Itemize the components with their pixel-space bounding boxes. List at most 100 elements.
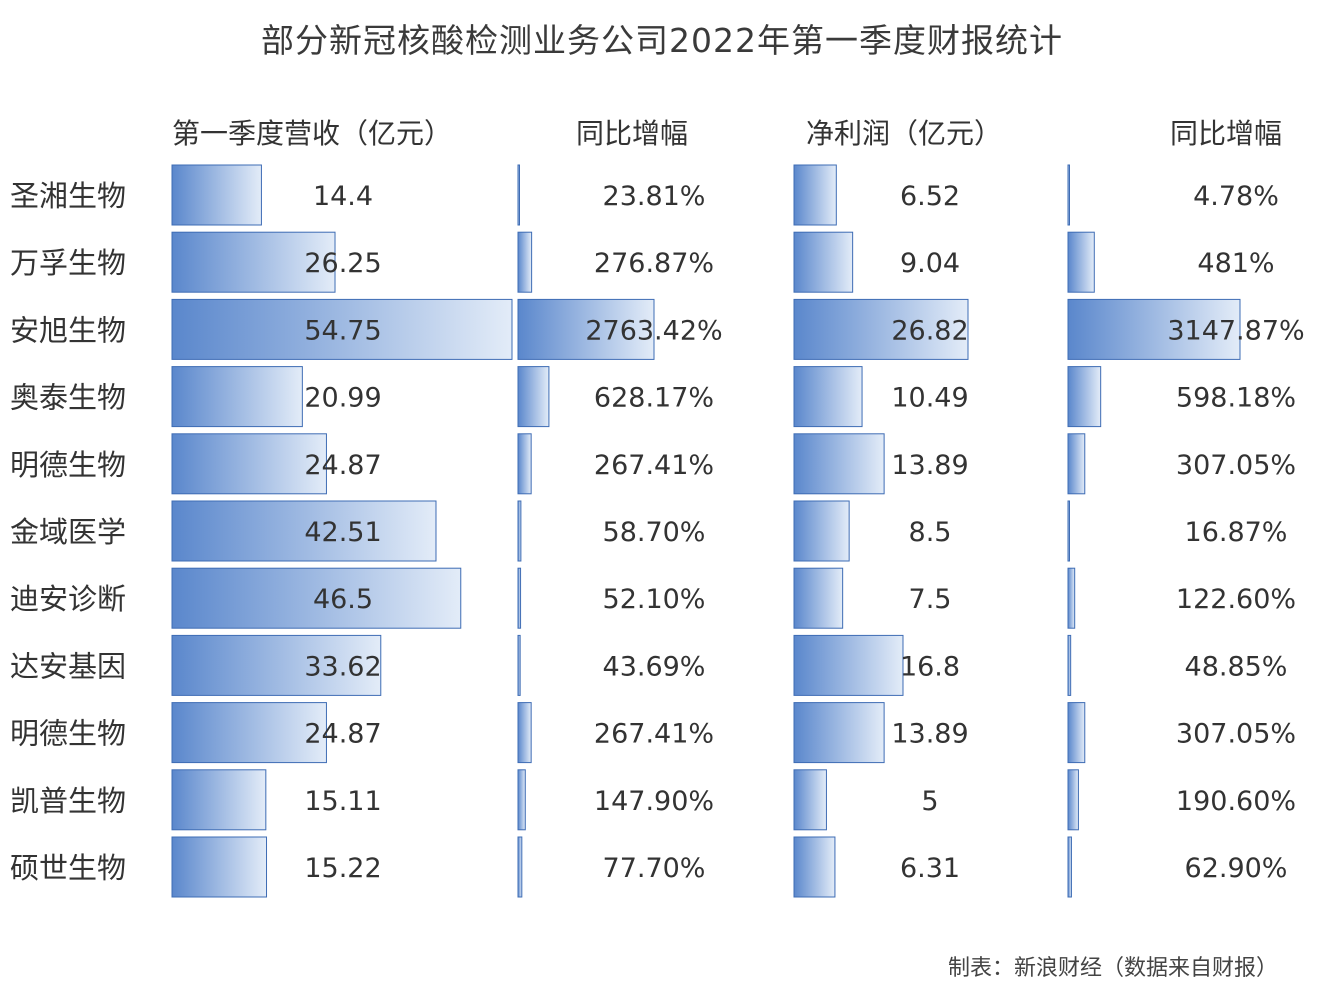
category-label: 迪安诊断 (10, 582, 126, 616)
bar-revenue (171, 433, 327, 495)
data-label-revenue: 20.99 (304, 383, 381, 414)
column-header-profit-growth: 同比增幅 (1170, 117, 1283, 150)
column-header-revenue: 第一季度营收（亿元） (172, 117, 453, 150)
bar-net-profit (793, 702, 885, 764)
bar-net-profit (793, 231, 854, 293)
data-label-profit-growth: 481% (1197, 248, 1274, 279)
data-label-profit-growth: 598.18% (1176, 383, 1296, 414)
data-label-revenue: 42.51 (304, 517, 381, 548)
data-label-revenue: 26.25 (304, 248, 381, 279)
category-label: 明德生物 (10, 448, 126, 482)
bar-revenue-growth (517, 366, 550, 428)
category-label: 明德生物 (10, 717, 126, 751)
bar-revenue (171, 231, 336, 293)
category-label: 奥泰生物 (10, 381, 126, 415)
bar-profit-growth (1067, 231, 1095, 293)
data-label-profit-growth: 3147.87% (1167, 315, 1304, 346)
bar-net-profit (793, 500, 850, 562)
bar-revenue (171, 500, 437, 562)
bar-net-profit (793, 164, 837, 226)
bar-net-profit (793, 433, 885, 495)
bar-revenue-growth (517, 634, 521, 696)
bar-revenue (171, 836, 268, 898)
data-label-revenue-growth: 267.41% (594, 450, 714, 481)
data-label-net-profit: 16.8 (900, 651, 960, 682)
data-label-revenue: 33.62 (304, 651, 381, 682)
bar-net-profit (793, 567, 844, 629)
data-label-revenue: 24.87 (304, 719, 381, 750)
category-label: 安旭生物 (10, 313, 126, 347)
bar-revenue-growth (517, 433, 532, 495)
data-label-net-profit: 6.31 (900, 853, 960, 884)
bar-revenue-growth (517, 231, 533, 293)
category-label: 达安基因 (10, 649, 126, 683)
data-label-net-profit: 9.04 (900, 248, 960, 279)
data-label-profit-growth: 62.90% (1185, 853, 1288, 884)
bar-net-profit (793, 634, 904, 696)
category-label: 圣湘生物 (10, 179, 126, 213)
data-label-revenue-growth: 43.69% (603, 651, 706, 682)
data-label-revenue-growth: 147.90% (594, 786, 714, 817)
chart-title: 部分新冠核酸检测业务公司2022年第一季度财报统计 (261, 21, 1063, 60)
category-label: 硕世生物 (10, 851, 126, 885)
bar-revenue-growth (517, 567, 522, 629)
data-label-revenue-growth: 267.41% (594, 719, 714, 750)
data-label-revenue: 24.87 (304, 450, 381, 481)
bar-revenue-growth (517, 836, 523, 898)
data-label-profit-growth: 4.78% (1193, 181, 1279, 212)
data-label-revenue-growth: 628.17% (594, 383, 714, 414)
bar-revenue (171, 164, 262, 226)
bar-profit-growth (1067, 366, 1102, 428)
data-label-revenue-growth: 77.70% (603, 853, 706, 884)
data-label-revenue: 54.75 (304, 315, 381, 346)
data-label-net-profit: 10.49 (891, 383, 968, 414)
data-label-profit-growth: 16.87% (1185, 517, 1288, 548)
bar-net-profit (793, 298, 969, 360)
bar-revenue-growth (517, 769, 526, 831)
data-label-revenue-growth: 276.87% (594, 248, 714, 279)
data-label-revenue-growth: 58.70% (603, 517, 706, 548)
bar-revenue (171, 567, 462, 629)
data-label-net-profit: 7.5 (909, 584, 952, 615)
data-label-revenue: 14.4 (313, 181, 373, 212)
bar-profit-growth (1067, 634, 1072, 696)
column-header-revenue-growth: 同比增幅 (576, 117, 689, 150)
data-label-net-profit: 13.89 (891, 450, 968, 481)
data-label-revenue-growth: 23.81% (603, 181, 706, 212)
data-label-revenue: 15.11 (304, 786, 381, 817)
bar-revenue (171, 298, 513, 360)
data-label-net-profit: 5 (921, 786, 938, 817)
bar-net-profit (793, 366, 863, 428)
data-label-profit-growth: 190.60% (1176, 786, 1296, 817)
bar-revenue (171, 769, 267, 831)
category-label: 凯普生物 (10, 784, 126, 818)
data-label-net-profit: 13.89 (891, 719, 968, 750)
bar-profit-growth (1067, 836, 1072, 898)
bar-profit-growth (1067, 164, 1070, 226)
bar-net-profit (793, 769, 827, 831)
data-label-profit-growth: 122.60% (1176, 584, 1296, 615)
bar-profit-growth (1067, 567, 1076, 629)
data-label-net-profit: 26.82 (891, 315, 968, 346)
bar-net-profit (793, 836, 836, 898)
bar-revenue (171, 366, 303, 428)
data-label-profit-growth: 307.05% (1176, 719, 1296, 750)
data-label-revenue-growth: 52.10% (603, 584, 706, 615)
bar-profit-growth (1067, 702, 1086, 764)
bar-revenue-growth (517, 298, 655, 360)
bar-profit-growth (1067, 433, 1086, 495)
bar-profit-growth (1067, 500, 1070, 562)
data-label-revenue: 15.22 (304, 853, 381, 884)
data-label-revenue-growth: 2763.42% (585, 315, 722, 346)
data-label-profit-growth: 48.85% (1185, 651, 1288, 682)
column-header-net-profit: 净利润（亿元） (806, 117, 1003, 150)
data-label-net-profit: 8.5 (909, 517, 952, 548)
bar-revenue (171, 634, 382, 696)
bar-revenue-growth (517, 500, 522, 562)
footer-source-note: 制表：新浪财经（数据来自财报） (947, 956, 1278, 981)
bar-profit-growth (1067, 769, 1079, 831)
category-label: 金域医学 (10, 515, 126, 549)
bar-revenue-growth (517, 702, 532, 764)
data-label-profit-growth: 307.05% (1176, 450, 1296, 481)
